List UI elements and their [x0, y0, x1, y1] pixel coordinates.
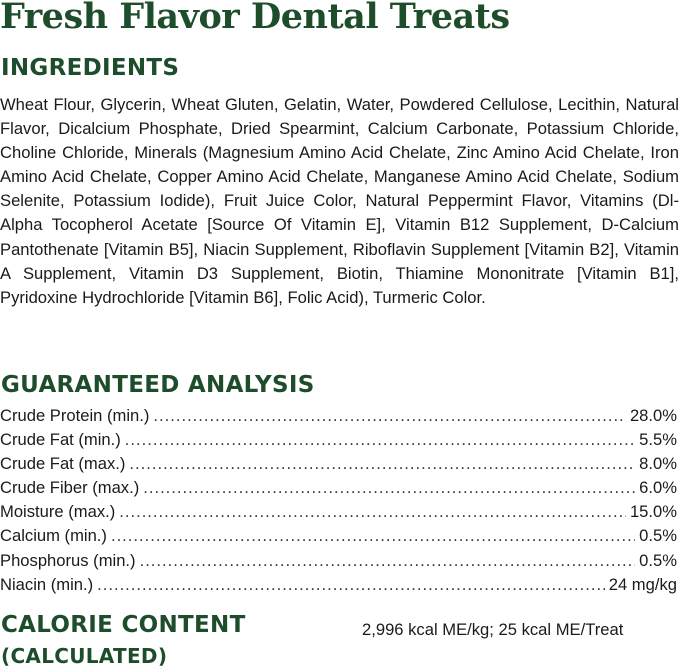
analysis-value: 15.0% — [629, 502, 677, 522]
analysis-label: Crude Fat (max.) — [0, 454, 126, 474]
analysis-label: Calcium (min.) — [0, 526, 107, 546]
analysis-value: 8.0% — [639, 454, 677, 474]
page-title: Fresh Flavor Dental Treats — [0, 0, 510, 37]
analysis-value: 24 mg/kg — [608, 574, 677, 594]
dot-leader — [143, 478, 635, 498]
calorie-value: 2,996 kcal ME/kg; 25 kcal ME/Treat — [362, 620, 624, 639]
analysis-label: Niacin (min.) — [0, 574, 94, 594]
analysis-row: Crude Protein (min.) 28.0% — [0, 406, 677, 430]
analysis-label: Moisture (max.) — [0, 502, 116, 522]
analysis-label: Crude Protein (min.) — [0, 406, 150, 425]
dot-leader — [97, 575, 605, 595]
analysis-value: 0.5% — [639, 526, 677, 546]
dot-leader — [111, 526, 635, 546]
analysis-value: 28.0% — [629, 406, 677, 425]
guaranteed-analysis-table: Crude Protein (min.) 28.0% Crude Fat (min… — [0, 406, 677, 599]
analysis-value: 6.0% — [639, 478, 677, 498]
analysis-label: Crude Fiber (max.) — [0, 478, 140, 498]
dot-leader — [140, 551, 636, 571]
analysis-row: Crude Fiber (max.) 6.0% — [0, 478, 677, 502]
dot-leader — [129, 454, 635, 474]
analysis-row: Niacin (min.) 24 mg/kg — [0, 575, 677, 599]
analysis-value: 5.5% — [639, 430, 677, 450]
analysis-row: Phosphorus (min.) 0.5% — [0, 551, 677, 575]
calorie-calculated-subheading: (CALCULATED) — [1, 644, 168, 668]
ingredients-text: Wheat Flour, Glycerin, Wheat Gluten, Gel… — [0, 95, 679, 307]
analysis-row: Crude Fat (max.) 8.0% — [0, 454, 677, 478]
analysis-row: Crude Fat (min.) 5.5% — [0, 430, 677, 454]
analysis-label: Phosphorus (min.) — [0, 550, 136, 570]
analysis-row: Moisture (max.) 15.0% — [0, 502, 677, 526]
ingredients-heading: INGREDIENTS — [1, 55, 180, 81]
dot-leader — [119, 502, 626, 522]
dot-leader — [153, 406, 626, 426]
dot-leader — [125, 430, 635, 450]
analysis-label: Crude Fat (min.) — [0, 430, 121, 450]
analysis-row: Calcium (min.) 0.5% — [0, 526, 677, 550]
analysis-value: 0.5% — [639, 550, 677, 570]
calorie-content-heading: CALORIE CONTENT — [1, 612, 246, 638]
guaranteed-analysis-heading: GUARANTEED ANALYSIS — [1, 372, 315, 398]
